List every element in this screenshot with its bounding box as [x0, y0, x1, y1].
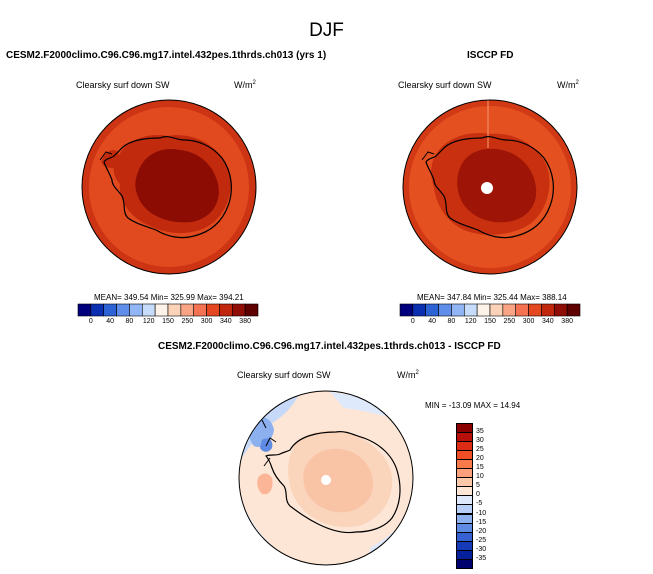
model-panel-title: CESM2.F2000climo.C96.C96.mg17.intel.432p… [6, 50, 327, 61]
diff-units-label: W/m2 [397, 370, 419, 380]
obs-colorbar-tick-label: 40 [428, 318, 437, 325]
diff-stats: MIN = -13.09 MAX = 14.94 [425, 401, 521, 410]
obs-panel-title: ISCCP FD [467, 50, 514, 61]
diff-colorbar-tick-label: 20 [476, 455, 484, 463]
model-colorbar-tick-label: 40 [106, 318, 115, 325]
diff-colorbar-tick-label: -15 [476, 518, 487, 526]
obs-colorbar-tick-label: 80 [447, 318, 456, 325]
obs-colorbar-tick-label: 120 [464, 318, 477, 325]
obs-colorbar-tick-label: 300 [522, 318, 535, 325]
obs-colorbar-tick-label: 250 [503, 318, 516, 325]
diff-colorbar-tick-label: 10 [476, 473, 484, 481]
obs-colorbar [399, 303, 581, 317]
model-colorbar [77, 303, 259, 317]
diff-colorbar-tick-label: -5 [476, 500, 483, 508]
obs-colorbar-tick-label: 340 [542, 318, 554, 325]
diff-colorbar-tick-label: 35 [476, 428, 484, 436]
model-colorbar-tick-label: 300 [200, 318, 213, 325]
diff-colorbar-tick-label: 15 [476, 464, 484, 472]
obs-colorbar-tick-label: 380 [561, 318, 573, 325]
model-colorbar-box [244, 303, 259, 317]
diff-colorbar-tick-label: 30 [476, 437, 484, 445]
diff-colorbar-tick-label: -20 [476, 527, 487, 535]
page-title: DJF [309, 20, 344, 41]
model-variable-label: Clearsky surf down SW [76, 80, 170, 90]
diff-colorbar-tick-label: -30 [476, 545, 487, 553]
obs-colorbar-box [566, 303, 581, 317]
model-colorbar-tick-label: 150 [162, 318, 174, 325]
diff-colorbar-tick-label: -10 [476, 509, 487, 517]
model-colorbar-tick-label: 80 [125, 318, 134, 325]
obs-colorbar-tick-label: 150 [484, 318, 496, 325]
obs-stats: MEAN= 347.84 Min= 325.44 Max= 388.14 [417, 293, 567, 302]
diff-colorbar-tick-label: 5 [476, 482, 480, 490]
obs-variable-label: Clearsky surf down SW [398, 80, 492, 90]
diff-colorbar-box [456, 558, 473, 569]
model-colorbar-tick-label: 340 [220, 318, 232, 325]
model-colorbar-tick-label: 250 [181, 318, 194, 325]
model-colorbar-tick-label: 120 [142, 318, 155, 325]
diff-colorbar-tick-label: -35 [476, 554, 487, 562]
model-colorbar-tick-label: 0 [88, 318, 93, 325]
model-colorbar-tick-label: 380 [239, 318, 251, 325]
diff-variable-label: Clearsky surf down SW [237, 370, 331, 380]
obs-units-label: W/m2 [557, 80, 579, 90]
model-units-label: W/m2 [234, 80, 256, 90]
diff-colorbar-tick-label: 25 [476, 446, 484, 454]
diff-panel-title: CESM2.F2000climo.C96.C96.mg17.intel.432p… [158, 341, 501, 352]
diff-colorbar-tick-label: 0 [476, 491, 480, 499]
obs-colorbar-tick-label: 0 [410, 318, 415, 325]
diff-colorbar-tick-label: -25 [476, 536, 487, 544]
model-stats: MEAN= 349.54 Min= 325.99 Max= 394.21 [94, 293, 244, 302]
